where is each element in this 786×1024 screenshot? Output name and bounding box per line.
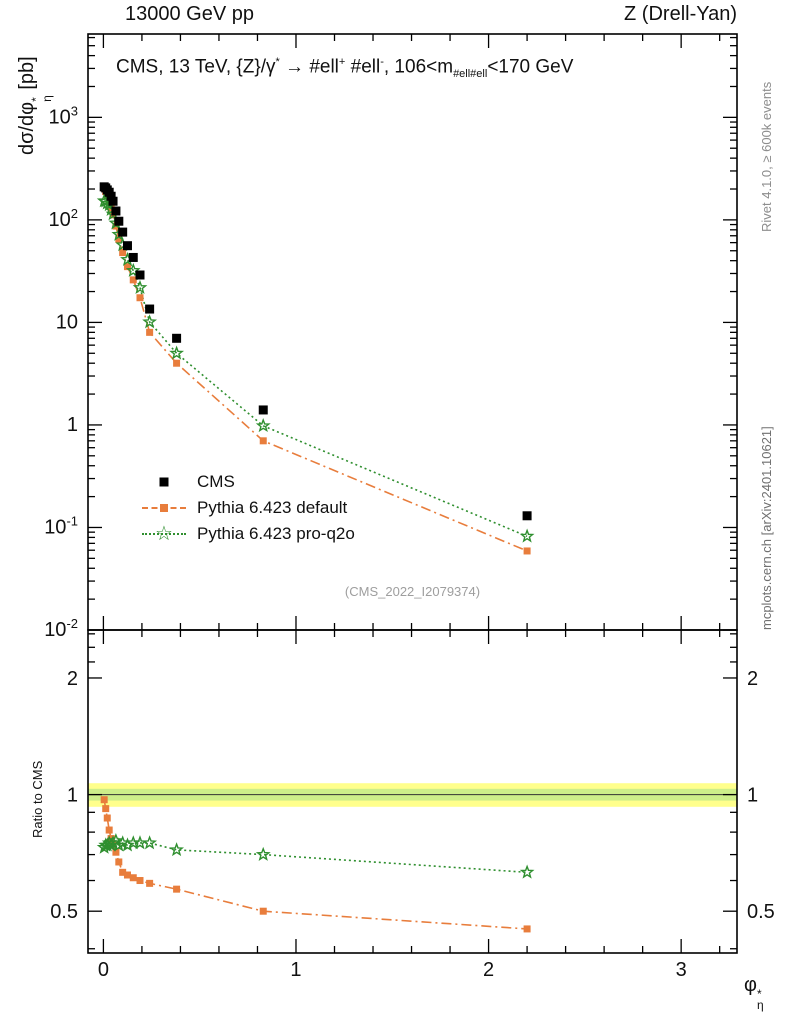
- svg-text:0: 0: [98, 959, 109, 981]
- rivet-version-note: Rivet 4.1.0, ≥ 600k events: [759, 81, 774, 232]
- plot-annotation: CMS, 13 TeV, {Z}/γ* → #ell+ #ell-, 106<m…: [116, 56, 574, 81]
- legend-item-cms: CMS: [142, 469, 355, 495]
- dotted-line-icon: [142, 533, 186, 535]
- svg-text:10-1: 10-1: [44, 513, 78, 538]
- svg-text:1: 1: [290, 959, 301, 981]
- filled-square-marker-icon: [160, 504, 168, 512]
- y-axis-label: dσ/dφ * η [pb]: [16, 56, 55, 155]
- legend-label: Pythia 6.423 default: [197, 498, 348, 517]
- phi-star-eta: * η: [29, 95, 55, 102]
- analysis-id-watermark: (CMS_2022_I2079374): [344, 584, 481, 599]
- legend-item-pythia-default: Pythia 6.423 default: [142, 495, 355, 521]
- svg-text:10: 10: [56, 311, 78, 333]
- ratio-axis-label: Ratio to CMS: [30, 760, 45, 838]
- legend-item-pythia-proq2o: ☆ Pythia 6.423 pro-q2o: [142, 521, 355, 547]
- svg-text:10-2: 10-2: [44, 616, 78, 641]
- svg-text:1: 1: [747, 785, 758, 807]
- svg-text:103: 103: [49, 103, 78, 128]
- svg-text:2: 2: [67, 668, 78, 690]
- svg-text:0.5: 0.5: [50, 901, 78, 923]
- phi-star-eta: * η: [756, 987, 764, 1013]
- svg-text:2: 2: [747, 668, 758, 690]
- svg-text:1: 1: [67, 785, 78, 807]
- svg-text:1: 1: [67, 414, 78, 436]
- svg-text:102: 102: [49, 206, 78, 231]
- legend: CMS Pythia 6.423 default ☆ Pythia 6.423 …: [142, 469, 355, 547]
- svg-text:3: 3: [676, 959, 687, 981]
- legend-label: Pythia 6.423 pro-q2o: [197, 524, 355, 543]
- annotation-text: CMS, 13 TeV, {Z}/γ: [116, 56, 276, 78]
- x-axis-label: φ * η: [744, 974, 764, 1013]
- header-beam-energy: 13000 GeV pp: [125, 3, 254, 25]
- legend-label: CMS: [197, 472, 235, 491]
- svg-text:2: 2: [483, 959, 494, 981]
- svg-text:0.5: 0.5: [747, 901, 775, 923]
- mcplots-reference-note: mcplots.cern.ch [arXiv:2401.10621]: [759, 426, 774, 630]
- filled-square-marker-icon: [159, 477, 169, 487]
- header-process: Z (Drell-Yan): [624, 3, 737, 25]
